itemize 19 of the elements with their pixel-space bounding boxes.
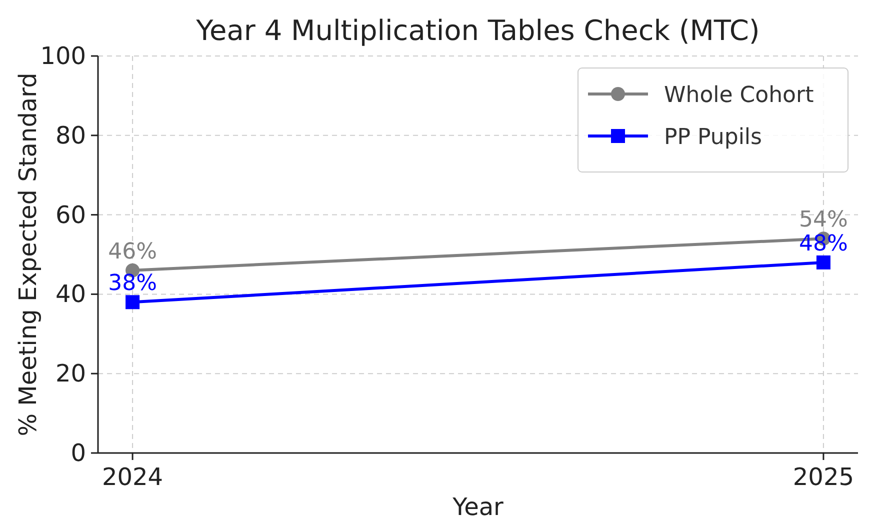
y-tick-label: 100 xyxy=(40,42,86,70)
y-tick-label: 0 xyxy=(70,439,86,467)
y-axis-title: % Meeting Expected Standard xyxy=(14,72,42,436)
point xyxy=(126,295,140,310)
chart-title: Year 4 Multiplication Tables Check (MTC) xyxy=(195,14,760,47)
data-label: 48% xyxy=(799,231,848,256)
data-label: 46% xyxy=(108,239,157,264)
y-tick-label: 40 xyxy=(55,280,86,308)
x-tick-label: 2025 xyxy=(792,463,854,491)
legend-label: PP Pupils xyxy=(664,125,762,150)
point xyxy=(816,255,830,270)
y-tick-label: 60 xyxy=(55,200,86,229)
legend-label: Whole Cohort xyxy=(664,83,814,108)
x-tick-label: 2024 xyxy=(102,463,164,491)
data-label: 54% xyxy=(799,208,848,233)
x-axis-title: Year xyxy=(452,493,504,521)
y-tick-label: 20 xyxy=(55,360,86,388)
data-label: 38% xyxy=(108,271,157,296)
y-tick-label: 80 xyxy=(55,121,86,150)
